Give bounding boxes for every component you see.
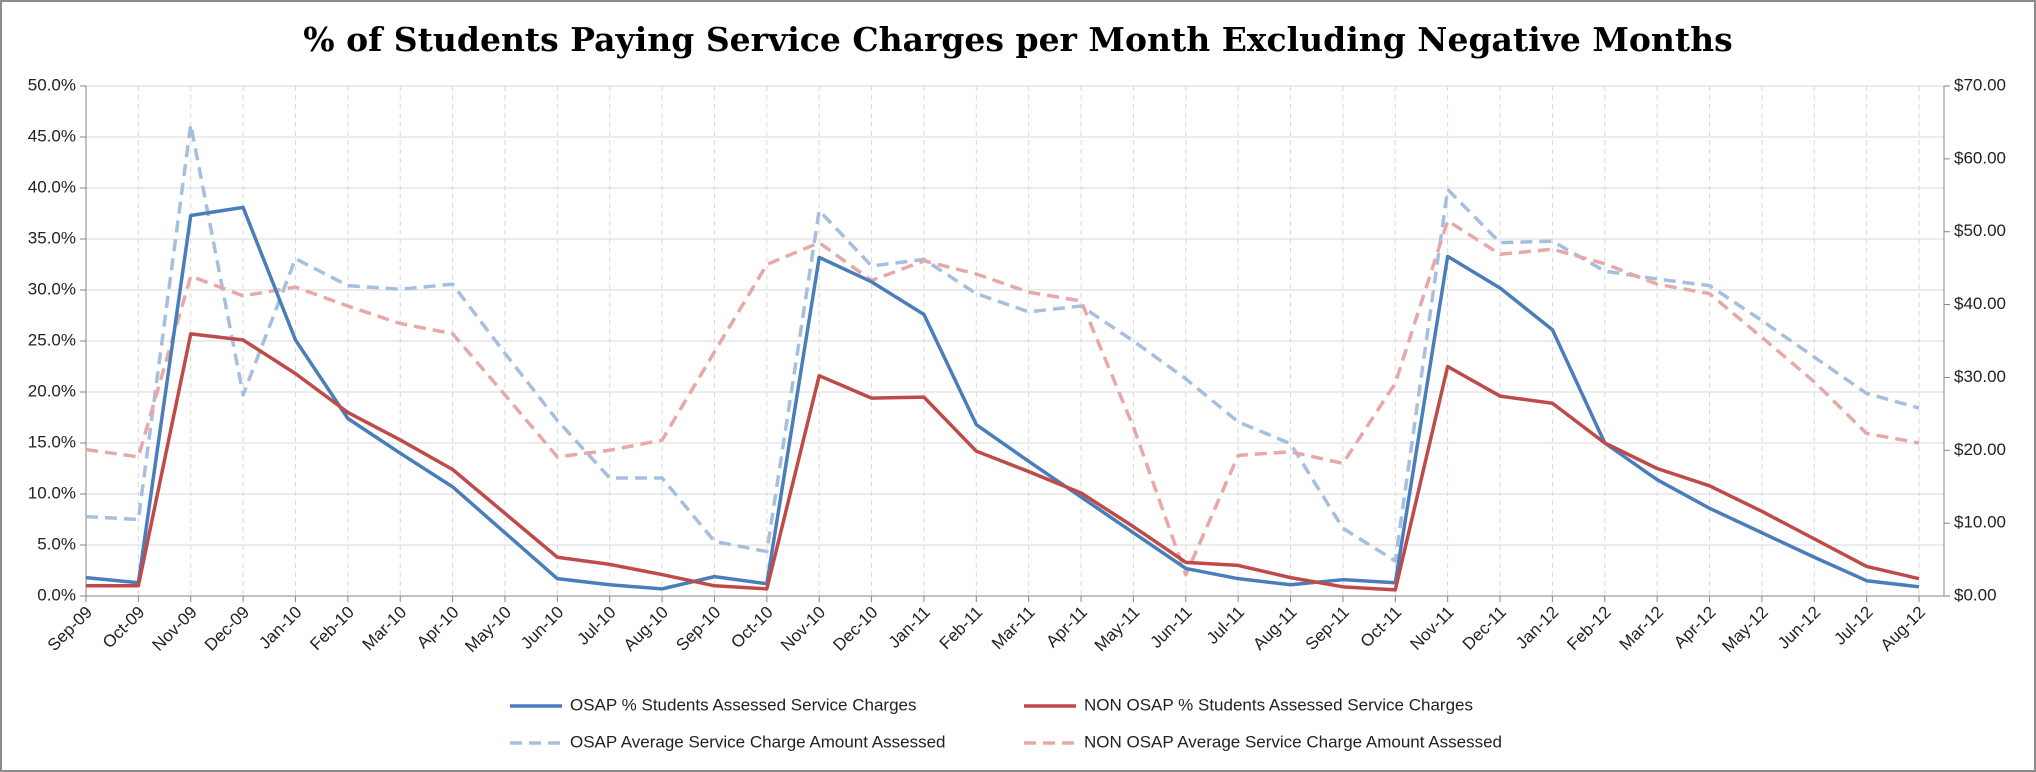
y-tick-label: 25.0% — [28, 330, 76, 349]
y-tick-label: 15.0% — [28, 432, 76, 451]
y-tick-label: 10.0% — [28, 483, 76, 502]
chart-title: % of Students Paying Service Charges per… — [303, 20, 1732, 59]
y2-tick-label: $20.00 — [1954, 440, 2006, 459]
y2-tick-label: $70.00 — [1954, 75, 2006, 94]
y-tick-label: 0.0% — [37, 585, 76, 604]
y-tick-label: 35.0% — [28, 228, 76, 247]
legend-label: NON OSAP % Students Assessed Service Cha… — [1084, 695, 1473, 714]
y-tick-label: 20.0% — [28, 381, 76, 400]
y-tick-label: 30.0% — [28, 279, 76, 298]
y2-tick-label: $60.00 — [1954, 148, 2006, 167]
y2-tick-label: $0.00 — [1954, 585, 1997, 604]
y2-tick-label: $40.00 — [1954, 294, 2006, 313]
legend-label: OSAP % Students Assessed Service Charges — [570, 695, 916, 714]
y2-tick-label: $50.00 — [1954, 221, 2006, 240]
series-line — [85, 122, 1920, 563]
y-tick-label: 40.0% — [28, 177, 76, 196]
y-tick-label: 5.0% — [37, 534, 76, 553]
series-line — [86, 332, 1920, 592]
series-line — [85, 219, 1920, 577]
y2-tick-label: $10.00 — [1954, 513, 2006, 532]
y-tick-label: 45.0% — [28, 126, 76, 145]
y-tick-label: 50.0% — [28, 75, 76, 94]
legend-label: OSAP Average Service Charge Amount Asses… — [570, 732, 945, 751]
y2-tick-label: $30.00 — [1954, 367, 2006, 386]
legend-label: NON OSAP Average Service Charge Amount A… — [1084, 732, 1502, 751]
